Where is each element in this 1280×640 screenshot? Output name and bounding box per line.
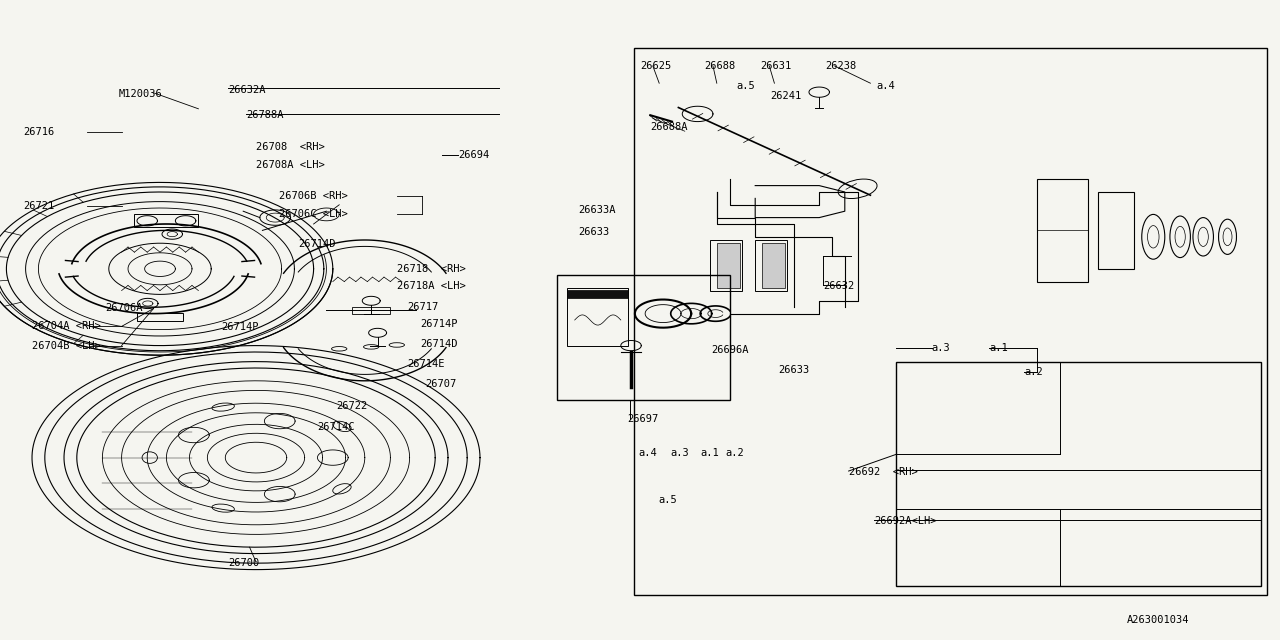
Text: 26633A: 26633A	[579, 205, 616, 215]
Text: 26714P: 26714P	[420, 319, 457, 329]
Text: 26692A<LH>: 26692A<LH>	[874, 516, 937, 526]
Bar	[755, 240, 787, 291]
Text: 26238: 26238	[826, 61, 856, 71]
Text: 26714C: 26714C	[317, 422, 355, 432]
Text: 26708  <RH>: 26708 <RH>	[256, 142, 325, 152]
Bar	[717, 243, 740, 288]
Text: 26697: 26697	[627, 414, 658, 424]
Text: 26631: 26631	[760, 61, 791, 71]
Text: a.4: a.4	[639, 448, 658, 458]
Text: 26633: 26633	[579, 227, 609, 237]
Text: 26696A: 26696A	[712, 345, 749, 355]
Bar	[634, 48, 1267, 595]
Text: a.3: a.3	[671, 448, 690, 458]
Text: 26632A: 26632A	[228, 84, 265, 95]
Text: a.2: a.2	[726, 448, 745, 458]
Text: a.3: a.3	[932, 342, 951, 353]
Text: 26688: 26688	[704, 61, 735, 71]
Bar	[710, 240, 742, 291]
Text: A263001034: A263001034	[1126, 614, 1189, 625]
Text: a.1: a.1	[700, 448, 719, 458]
Text: M120036: M120036	[119, 89, 163, 99]
Text: 26718A <LH>: 26718A <LH>	[397, 281, 466, 291]
Text: 26717: 26717	[407, 301, 438, 312]
Text: 26721: 26721	[23, 201, 54, 211]
Text: 26706A: 26706A	[105, 303, 142, 314]
Text: 26704B <LH>: 26704B <LH>	[32, 340, 101, 351]
Text: 26692  <RH>: 26692 <RH>	[849, 467, 918, 477]
Text: 26708A <LH>: 26708A <LH>	[256, 160, 325, 170]
Bar	[557, 275, 730, 400]
Text: a.5: a.5	[658, 495, 677, 506]
Bar	[134, 214, 198, 227]
Text: a.4: a.4	[877, 81, 896, 91]
Text: a.2: a.2	[1024, 367, 1043, 378]
Bar	[567, 288, 628, 346]
Text: 26241: 26241	[771, 91, 801, 101]
Text: 26688A: 26688A	[650, 122, 687, 132]
Text: 26632: 26632	[823, 281, 854, 291]
Text: 26718  <RH>: 26718 <RH>	[397, 264, 466, 274]
Text: 26706C <LH>: 26706C <LH>	[279, 209, 348, 220]
Text: 26788A: 26788A	[246, 110, 283, 120]
Text: 26714D: 26714D	[420, 339, 457, 349]
Text: 26722: 26722	[337, 401, 367, 411]
Text: 26714E: 26714E	[407, 358, 444, 369]
Bar	[352, 307, 390, 314]
Text: 26714P: 26714P	[221, 322, 259, 332]
Text: 26706B <RH>: 26706B <RH>	[279, 191, 348, 202]
Bar	[567, 290, 628, 298]
Text: 26700: 26700	[228, 558, 259, 568]
Text: 26707: 26707	[425, 379, 456, 389]
Text: 26633: 26633	[778, 365, 809, 375]
Bar	[896, 362, 1261, 586]
Bar	[762, 243, 785, 288]
Bar	[1098, 192, 1134, 269]
Text: 26625: 26625	[640, 61, 671, 71]
Text: 26704A <RH>: 26704A <RH>	[32, 321, 101, 332]
Text: 26714D: 26714D	[298, 239, 335, 250]
Text: a.1: a.1	[989, 342, 1009, 353]
Bar	[1037, 179, 1088, 282]
Bar	[137, 313, 183, 321]
Text: 26694: 26694	[458, 150, 489, 160]
Text: a.5: a.5	[736, 81, 755, 91]
Text: 26716: 26716	[23, 127, 54, 138]
